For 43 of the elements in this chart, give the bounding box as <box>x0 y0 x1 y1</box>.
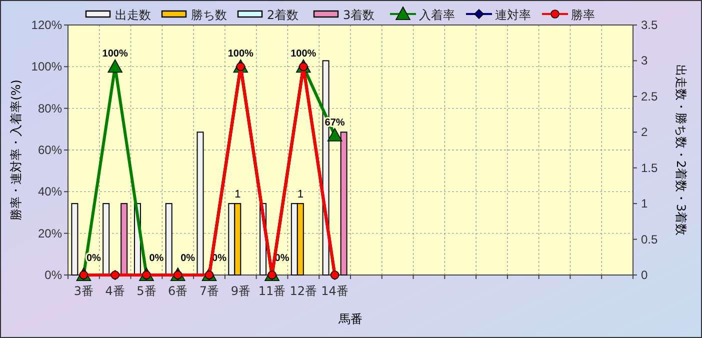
y2-tick-label: 3 <box>641 54 648 68</box>
y2-tick-label: 0.5 <box>641 232 658 246</box>
legend-label: 出走数 <box>115 8 151 22</box>
x-tick-label: 9番 <box>230 284 250 298</box>
data-label: 1 <box>297 188 304 201</box>
data-label: 100% <box>228 48 254 60</box>
legend-label: 勝ち数 <box>191 8 227 22</box>
y2-axis-title: 出走数・勝ち数・2着数・3着数 <box>674 64 688 236</box>
data-label: 100% <box>102 48 128 60</box>
y-tick-label: 20% <box>38 226 62 240</box>
point <box>327 128 342 142</box>
legend-label: 入着率 <box>419 8 455 22</box>
legend-label: 勝率 <box>571 8 595 22</box>
y-tick-label: 120% <box>31 18 62 32</box>
y-tick-label: 40% <box>38 184 62 199</box>
x-tick-label: 7番 <box>199 284 220 298</box>
point <box>108 59 122 73</box>
x-tick-label: 6番 <box>168 284 188 298</box>
data-label: 0% <box>180 253 196 264</box>
y2-tick-label: 3.5 <box>641 18 658 32</box>
legend-label: 3着数 <box>343 8 375 22</box>
data-label: 100% <box>290 48 316 60</box>
x-tick-label: 11番 <box>258 284 286 298</box>
y-tick-label: 0% <box>44 268 62 282</box>
y-tick-label: 100% <box>31 60 62 74</box>
y-tick-label: 80% <box>38 101 62 116</box>
legend-label: 2着数 <box>267 8 299 22</box>
y2-tick-label: 0 <box>641 268 648 282</box>
y-axis-title: 勝率・連対率・入着率(%) <box>9 80 23 220</box>
y2-tick-label: 1 <box>641 196 648 211</box>
data-label: 1 <box>234 188 241 201</box>
x-tick-label: 12番 <box>290 284 318 298</box>
y2-tick-label: 2.5 <box>641 89 658 104</box>
x-tick-label: 14番 <box>321 284 348 298</box>
legend-label: 連対率 <box>495 8 531 22</box>
y2-tick-label: 2 <box>641 125 648 140</box>
x-tick-label: 3番 <box>74 284 94 298</box>
x-tick-label: 4番 <box>105 284 125 298</box>
x-axis-title: 馬番 <box>338 312 362 326</box>
y-tick-label: 60% <box>38 143 62 157</box>
data-label: 0% <box>149 253 164 264</box>
x-tick-label: 5番 <box>136 284 156 298</box>
y2-tick-label: 1.5 <box>641 160 658 175</box>
